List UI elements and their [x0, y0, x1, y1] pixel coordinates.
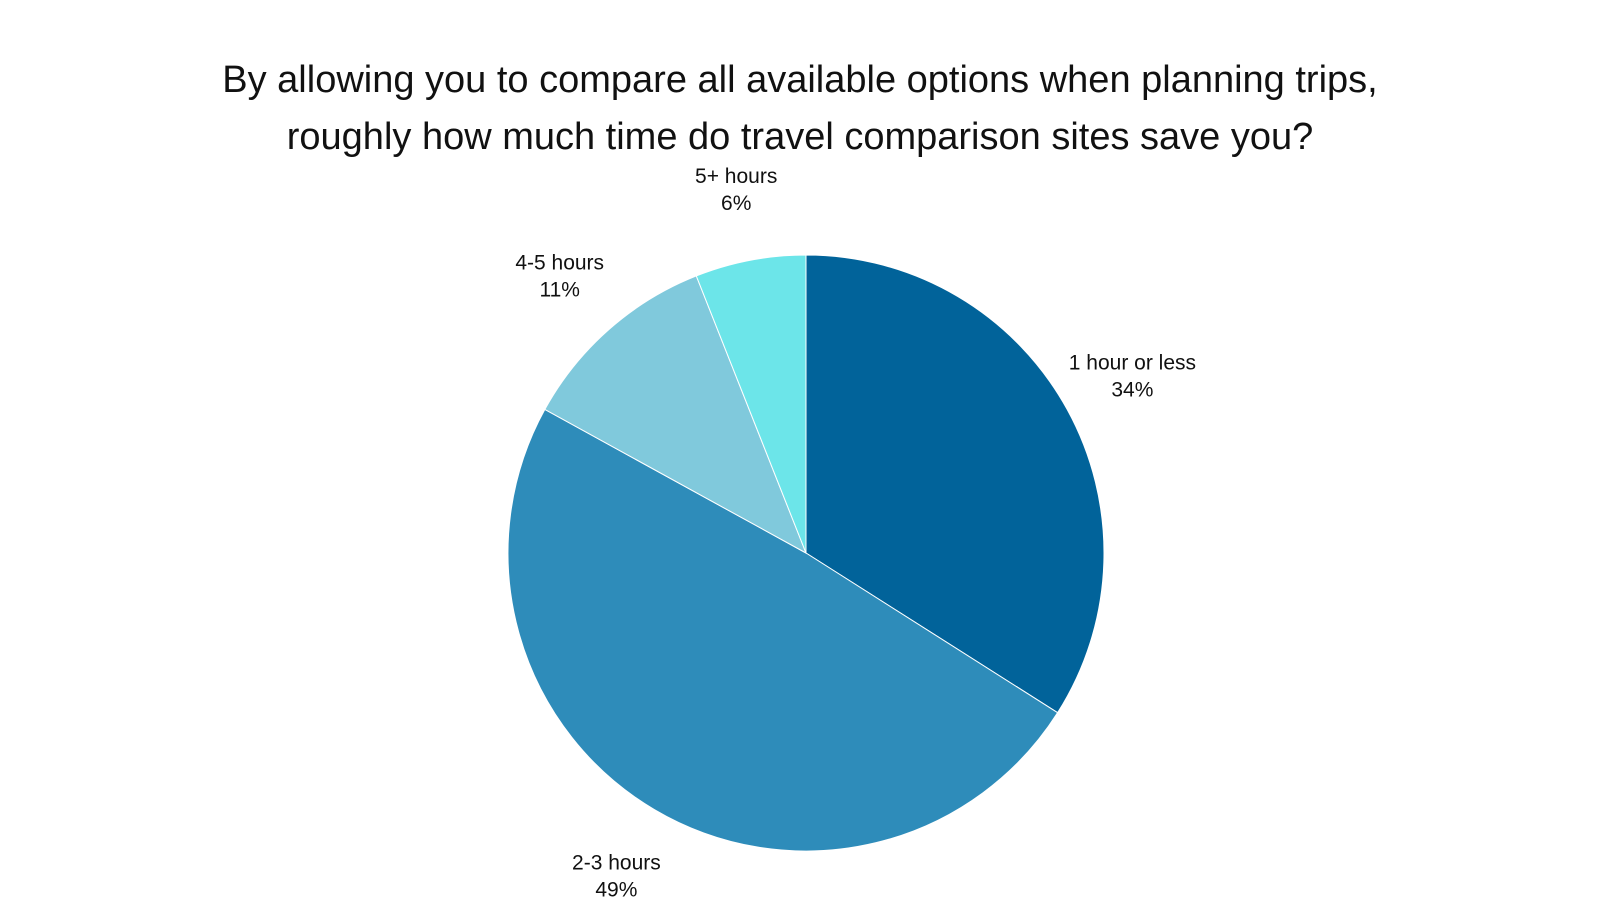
chart-title: By allowing you to compare all available… [0, 52, 1600, 166]
slice-category-3: 5+ hours [695, 165, 777, 188]
pie-slices [507, 254, 1105, 852]
chart-title-line-1: By allowing you to compare all available… [222, 59, 1378, 101]
slice-label-1: 2-3 hours 49% [572, 852, 661, 900]
slice-category-2: 4-5 hours [515, 252, 604, 275]
slice-value-0: 34% [1111, 379, 1153, 402]
pie-slice-2 [544, 275, 807, 555]
pie-slice-1 [507, 408, 1059, 852]
slice-category-0: 1 hour or less [1069, 352, 1196, 375]
slice-label-0: 1 hour or less 34% [1069, 352, 1196, 402]
slice-value-2: 11% [539, 279, 579, 302]
slice-category-1: 2-3 hours [572, 852, 661, 875]
slice-value-3: 6% [721, 192, 751, 215]
pie-slice-0 [805, 254, 1105, 714]
slice-label-2: 4-5 hours 11% [515, 252, 604, 302]
chart-title-line-2: roughly how much time do travel comparis… [286, 116, 1314, 158]
slice-value-1: 49% [595, 879, 637, 900]
slice-label-3: 5+ hours 6% [695, 165, 777, 215]
pie-slice-3 [695, 254, 807, 554]
pie-labels: 1 hour or less 34% 2-3 hours 49% 4-5 hours 11… [515, 165, 1196, 900]
